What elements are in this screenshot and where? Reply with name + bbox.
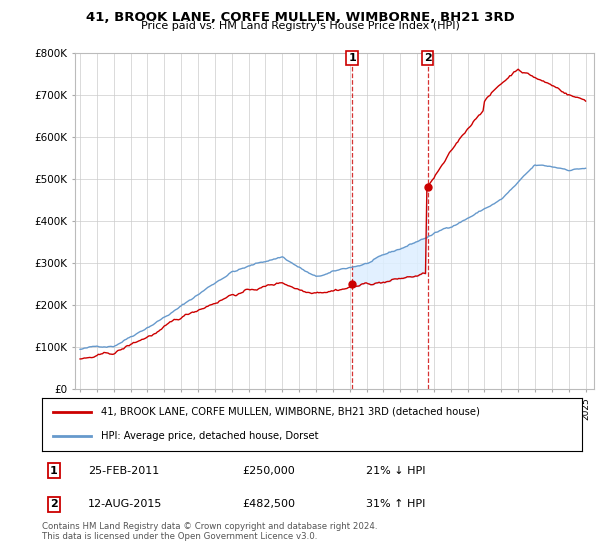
Text: £482,500: £482,500 (242, 500, 295, 510)
Text: 1: 1 (50, 465, 58, 475)
Text: HPI: Average price, detached house, Dorset: HPI: Average price, detached house, Dors… (101, 431, 319, 441)
Text: 41, BROOK LANE, CORFE MULLEN, WIMBORNE, BH21 3RD (detached house): 41, BROOK LANE, CORFE MULLEN, WIMBORNE, … (101, 407, 480, 417)
Text: 31% ↑ HPI: 31% ↑ HPI (366, 500, 425, 510)
Text: £250,000: £250,000 (242, 465, 295, 475)
Text: 1: 1 (349, 53, 356, 63)
Text: 25-FEB-2011: 25-FEB-2011 (88, 465, 159, 475)
Text: Contains HM Land Registry data © Crown copyright and database right 2024.
This d: Contains HM Land Registry data © Crown c… (42, 522, 377, 542)
Text: 2: 2 (50, 500, 58, 510)
Text: 2: 2 (424, 53, 431, 63)
Text: 21% ↓ HPI: 21% ↓ HPI (366, 465, 425, 475)
Text: 41, BROOK LANE, CORFE MULLEN, WIMBORNE, BH21 3RD: 41, BROOK LANE, CORFE MULLEN, WIMBORNE, … (86, 11, 514, 24)
Text: 12-AUG-2015: 12-AUG-2015 (88, 500, 162, 510)
Text: Price paid vs. HM Land Registry's House Price Index (HPI): Price paid vs. HM Land Registry's House … (140, 21, 460, 31)
